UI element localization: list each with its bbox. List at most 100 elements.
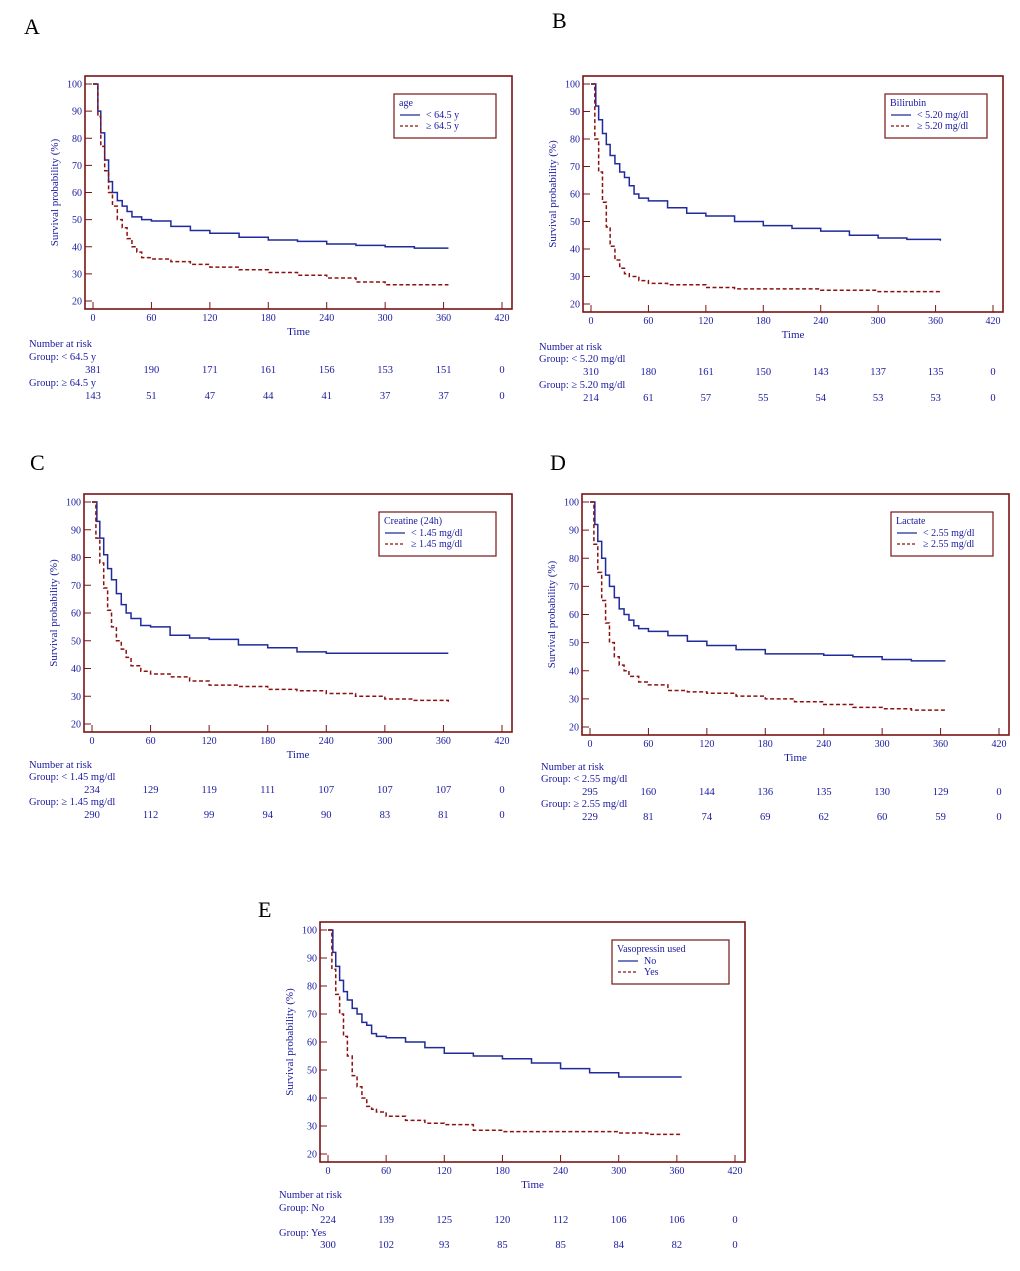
legend-title: age — [399, 98, 413, 109]
risk-count: 74 — [701, 812, 713, 823]
y-axis-title: Survival probability (%) — [547, 140, 559, 248]
risk-header: Number at risk — [541, 762, 604, 773]
panel-label: B — [552, 8, 567, 33]
y-tick-label: 80 — [569, 554, 579, 565]
x-tick-label: 240 — [319, 736, 334, 747]
risk-group-label: Group: ≥ 5.20 mg/dl — [539, 380, 626, 391]
y-tick-label: 70 — [570, 162, 580, 173]
risk-count: 135 — [927, 367, 944, 378]
legend-title: Creatine (24h) — [384, 516, 442, 527]
risk-count: 0 — [990, 393, 996, 404]
y-tick-label: 50 — [72, 215, 82, 226]
y-tick-label: 80 — [71, 553, 81, 564]
risk-count: 0 — [499, 810, 505, 821]
x-tick-label: 180 — [756, 316, 771, 327]
risk-count: 0 — [499, 785, 505, 796]
risk-count: 107 — [376, 785, 393, 796]
y-tick-label: 90 — [307, 954, 317, 965]
risk-count: 151 — [435, 365, 452, 376]
x-axis-title: Time — [784, 752, 807, 764]
risk-count: 137 — [870, 367, 887, 378]
risk-group-label: Group: No — [279, 1203, 325, 1214]
y-axis-title: Survival probability (%) — [48, 559, 60, 667]
risk-count: 0 — [990, 367, 996, 378]
risk-group-label: Group: Yes — [279, 1228, 327, 1239]
risk-count: 53 — [872, 393, 884, 404]
survival-curve — [328, 929, 682, 1078]
risk-count: 310 — [583, 367, 599, 378]
legend-box — [884, 93, 988, 139]
x-tick-label: 120 — [202, 736, 217, 747]
risk-count: 153 — [377, 365, 394, 376]
risk-count: 53 — [930, 393, 941, 404]
x-tick-label: 420 — [992, 739, 1007, 750]
x-tick-label: 60 — [381, 1166, 391, 1177]
risk-count: 119 — [201, 785, 217, 796]
panel-label: A — [24, 14, 40, 39]
risk-count: 160 — [640, 787, 657, 798]
risk-count: 81 — [643, 812, 654, 823]
x-tick-label: 60 — [146, 736, 156, 747]
legend-box — [378, 511, 497, 557]
risk-count: 0 — [499, 391, 505, 402]
x-tick-label: 420 — [728, 1166, 743, 1177]
y-axis-title: Survival probability (%) — [49, 138, 61, 246]
legend-box — [890, 511, 994, 557]
risk-count: 57 — [700, 393, 712, 404]
risk-count: 139 — [378, 1215, 395, 1226]
x-tick-label: 60 — [643, 316, 653, 327]
x-tick-label: 300 — [377, 736, 392, 747]
risk-count: 112 — [552, 1215, 569, 1226]
y-tick-label: 100 — [302, 926, 317, 937]
x-tick-label: 60 — [146, 313, 156, 324]
y-tick-label: 100 — [66, 498, 81, 509]
risk-count: 99 — [203, 810, 215, 821]
y-tick-label: 40 — [570, 245, 580, 256]
risk-count: 62 — [818, 812, 829, 823]
y-tick-label: 60 — [307, 1038, 317, 1049]
risk-count: 83 — [379, 810, 391, 821]
x-tick-label: 300 — [378, 313, 393, 324]
y-tick-label: 40 — [307, 1094, 317, 1105]
legend-box — [611, 939, 730, 985]
risk-count: 47 — [204, 391, 216, 402]
risk-count: 54 — [815, 393, 826, 404]
y-tick-label: 100 — [565, 80, 580, 91]
risk-count: 59 — [935, 812, 946, 823]
y-tick-label: 80 — [307, 982, 317, 993]
risk-count: 135 — [815, 787, 832, 798]
y-tick-label: 30 — [72, 269, 82, 280]
survival-curve — [328, 929, 682, 1136]
legend-title: Vasopressin used — [617, 944, 686, 955]
risk-count: 129 — [932, 787, 949, 798]
x-tick-label: 0 — [326, 1166, 331, 1177]
y-tick-label: 80 — [72, 134, 82, 145]
risk-count: 224 — [320, 1215, 336, 1226]
x-tick-label: 360 — [928, 316, 943, 327]
risk-count: 130 — [874, 787, 891, 798]
x-tick-label: 420 — [495, 313, 510, 324]
risk-group-label: Group: < 1.45 mg/dl — [29, 772, 116, 783]
risk-count: 190 — [143, 365, 160, 376]
risk-header: Number at risk — [539, 342, 602, 353]
y-tick-label: 70 — [307, 1010, 317, 1021]
x-tick-label: 120 — [698, 316, 713, 327]
survival-curve — [590, 501, 946, 662]
y-tick-label: 30 — [71, 692, 81, 703]
risk-group-label: Group: < 5.20 mg/dl — [539, 354, 626, 365]
x-tick-label: 60 — [643, 739, 653, 750]
legend-label: ≥ 1.45 mg/dl — [411, 539, 463, 550]
risk-count: 180 — [640, 367, 657, 378]
y-tick-label: 70 — [72, 161, 82, 172]
risk-group-label: Group: ≥ 2.55 mg/dl — [541, 799, 628, 810]
survival-curve — [590, 501, 947, 712]
survival-curve — [591, 83, 941, 293]
y-tick-label: 20 — [569, 723, 579, 734]
y-tick-label: 90 — [569, 526, 579, 537]
risk-count: 106 — [668, 1215, 685, 1226]
x-tick-label: 300 — [871, 316, 886, 327]
x-tick-label: 120 — [699, 739, 714, 750]
y-tick-label: 60 — [72, 188, 82, 199]
x-tick-label: 180 — [261, 313, 276, 324]
x-axis-title: Time — [287, 749, 310, 761]
